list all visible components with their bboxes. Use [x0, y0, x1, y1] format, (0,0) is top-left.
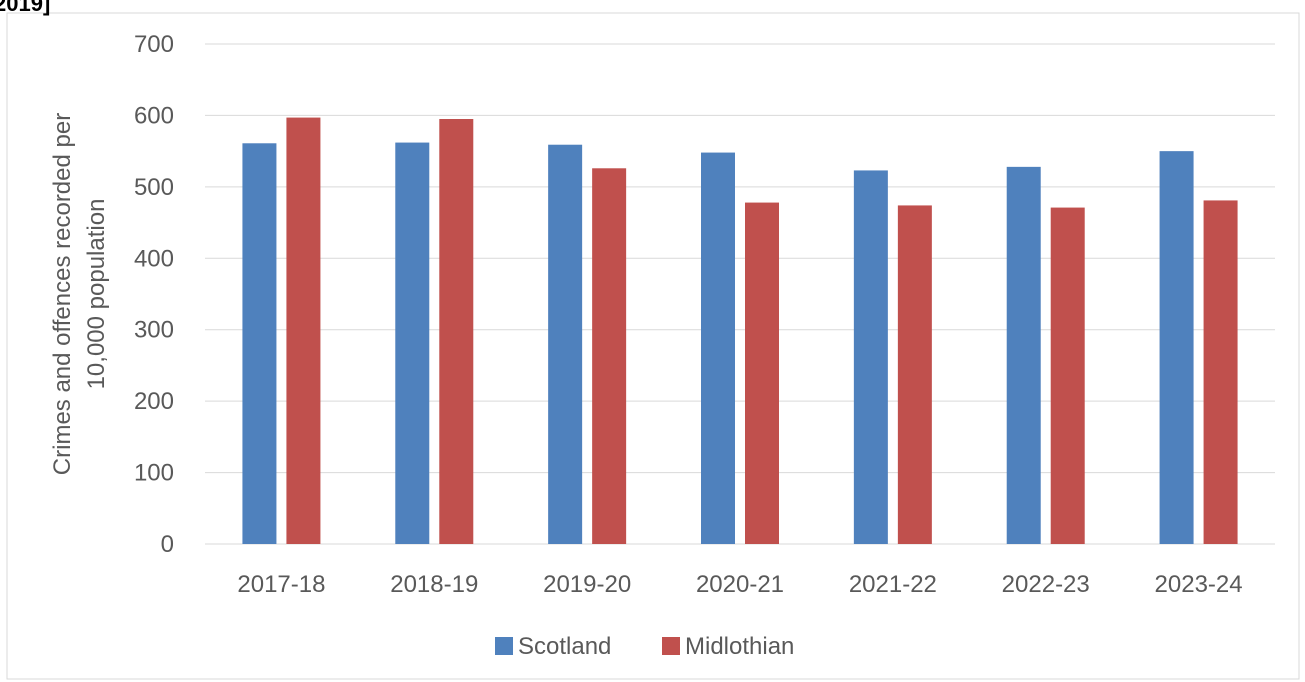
y-tick-label: 200	[134, 388, 174, 415]
bar-midlothian-2018-19	[439, 119, 474, 544]
x-category-label: 2022-23	[1002, 571, 1090, 598]
legend: Scotland Midlothian	[495, 633, 794, 660]
bar-scotland-2022-23	[1006, 166, 1041, 544]
y-tick-label: 600	[134, 102, 174, 129]
bar-midlothian-2020-21	[745, 202, 779, 545]
bar-scotland-2018-19	[395, 142, 430, 545]
bar-midlothian-2019-20	[592, 168, 627, 545]
bar-scotland-2023-24	[1159, 151, 1194, 544]
x-category-label: 2023-24	[1155, 571, 1243, 598]
legend-swatch-midlothian	[662, 637, 680, 655]
bar-midlothian-2021-22	[897, 205, 932, 544]
x-category-label: 2021-22	[849, 571, 937, 598]
y-tick-label: 700	[134, 31, 174, 58]
x-category-label: 2017-18	[237, 571, 325, 598]
gridlines	[205, 43, 1275, 545]
legend-swatch-scotland	[495, 637, 513, 655]
bar-midlothian-2022-23	[1050, 207, 1085, 545]
bars	[242, 117, 1238, 545]
y-tick-label: 300	[134, 317, 174, 344]
bar-scotland-2017-18	[242, 143, 277, 545]
x-category-label: 2020-21	[696, 571, 784, 598]
x-category-label: 2019-20	[543, 571, 631, 598]
y-axis-ticks: 0 100 200 300 400 500 600 700	[134, 31, 174, 558]
legend-label-scotland: Scotland	[518, 633, 611, 660]
y-axis-title-line-1: Crimes and offences recorded per	[49, 113, 76, 475]
x-category-label: 2018-19	[390, 571, 478, 598]
bar-scotland-2020-21	[701, 152, 735, 545]
x-axis-categories: 2017-18 2018-19 2019-20 2020-21 2021-22 2022-…	[237, 571, 1242, 598]
bar-midlothian-2017-18	[286, 117, 321, 545]
y-tick-label: 500	[134, 174, 174, 201]
legend-label-midlothian: Midlothian	[685, 633, 794, 660]
y-tick-label: 0	[161, 531, 174, 558]
y-axis-title: Crimes and offences recorded per 10,000 …	[49, 113, 110, 475]
y-tick-label: 400	[134, 245, 174, 272]
bar-midlothian-2023-24	[1203, 200, 1238, 544]
y-tick-label: 100	[134, 460, 174, 487]
chart-border	[6, 12, 1300, 680]
header-fragment: 2019]	[0, 0, 50, 16]
bar-scotland-2021-22	[853, 170, 888, 544]
y-axis-title-line-2: 10,000 population	[83, 199, 110, 390]
bar-scotland-2019-20	[548, 144, 583, 544]
